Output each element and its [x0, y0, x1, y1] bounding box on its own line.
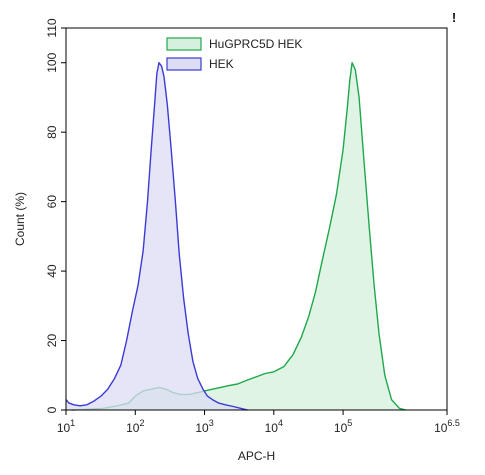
x-tick-base: 10: [57, 421, 71, 435]
plot-frame: [65, 27, 448, 411]
x-tick-exponent: 4: [278, 418, 283, 428]
series-fill-1: [66, 62, 248, 410]
x-tick-base: 10: [334, 421, 348, 435]
x-tick-label: 106.5: [434, 418, 460, 435]
legend-label: HuGPRC5D HEK: [209, 37, 302, 51]
x-tick-base: 10: [195, 421, 209, 435]
x-tick-base: 10: [265, 421, 279, 435]
x-tick-exponent: 5: [347, 418, 352, 428]
x-tick-exponent: 3: [209, 418, 214, 428]
x-tick-label: 101: [57, 418, 75, 435]
y-tick-label: 80: [45, 125, 59, 139]
x-tick-base: 10: [126, 421, 140, 435]
legend: HuGPRC5D HEK HEK: [166, 37, 302, 71]
series-fill-0: [71, 62, 406, 410]
y-tick-label: 60: [45, 195, 59, 209]
x-tick-label: 104: [265, 418, 283, 435]
x-tick-label: 105: [334, 418, 352, 435]
y-tick-label: 110: [45, 18, 59, 37]
y-tick-label: 0: [45, 406, 59, 413]
series-layer: [65, 62, 406, 411]
warning-mark: !: [452, 10, 456, 25]
y-axis-title: Count (%): [13, 192, 27, 246]
y-tick-label: 100: [45, 52, 59, 72]
x-axis-title: APC-H: [238, 449, 275, 463]
x-axis-ticks: 101 102 103 104 105 106.5: [57, 410, 460, 435]
x-tick-exponent: 1: [70, 418, 75, 428]
y-tick-label: 20: [45, 334, 59, 348]
series-line-1: [65, 62, 248, 411]
x-tick-label: 102: [126, 418, 144, 435]
x-tick-label: 103: [195, 418, 213, 435]
y-tick-label: 40: [45, 264, 59, 278]
x-tick-exponent: 2: [139, 418, 144, 428]
legend-swatch: [166, 57, 202, 71]
legend-swatch: [166, 37, 202, 51]
legend-label: HEK: [209, 57, 234, 71]
y-axis-ticks: 0 20 40 60 80 100 110: [45, 18, 66, 413]
x-tick-base: 10: [434, 421, 448, 435]
x-tick-exponent: 6.5: [447, 418, 460, 428]
